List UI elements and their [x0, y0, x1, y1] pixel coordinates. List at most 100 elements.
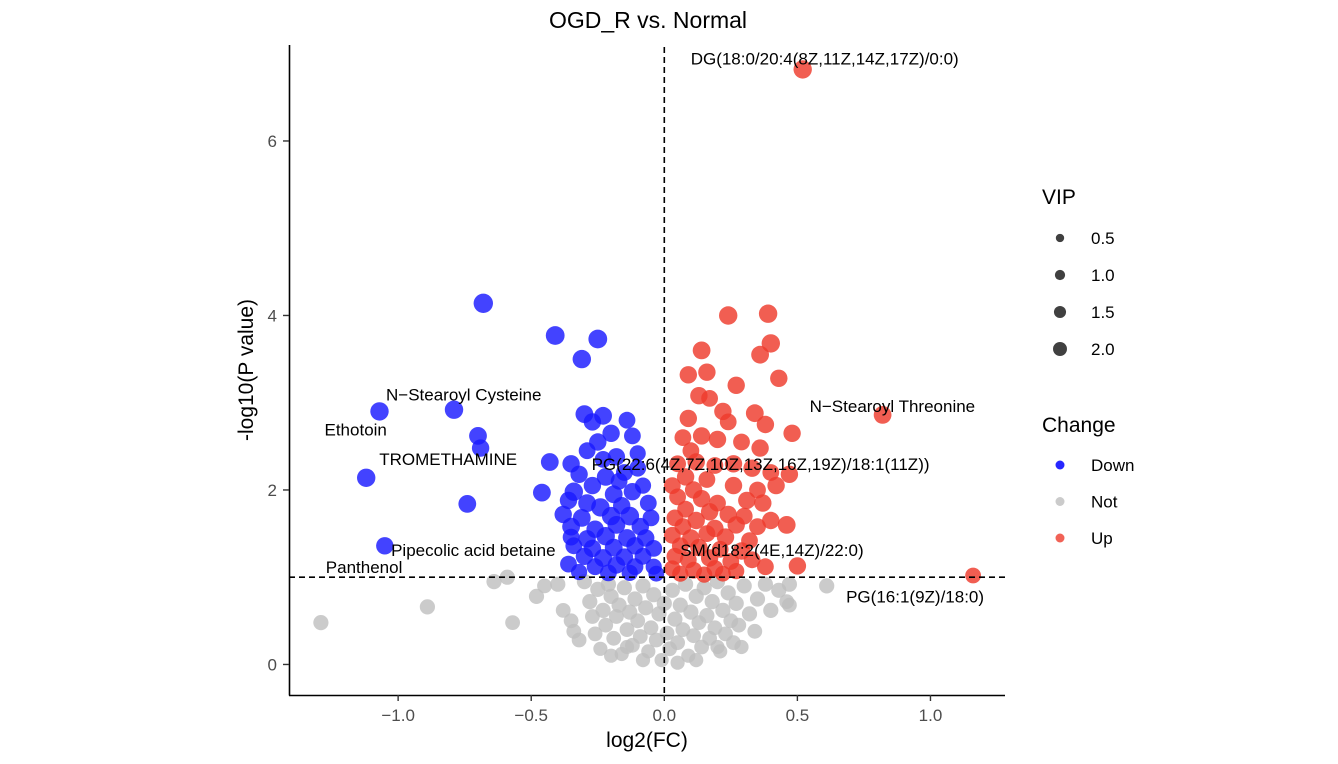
data-point-up [698, 363, 716, 381]
data-point-up [692, 490, 711, 508]
threshold-lines [289, 47, 1005, 695]
data-point-up [674, 429, 692, 446]
data-point-not [781, 576, 798, 592]
data-point-down [610, 472, 628, 490]
legend-vip-label: 1.0 [1091, 266, 1115, 285]
x-tick-label: 1.0 [919, 706, 943, 725]
data-point-up [749, 481, 766, 499]
data-point-not [670, 655, 685, 670]
data-point-not [582, 594, 598, 610]
data-point-up [777, 516, 796, 534]
data-point-down [586, 558, 604, 576]
point-label: Ethotoin [325, 420, 387, 439]
chart-title: OGD_R vs. Normal [549, 7, 747, 33]
data-point-down [572, 349, 591, 369]
data-point-not [635, 653, 651, 668]
data-point-not [313, 615, 329, 631]
data-point-up [745, 404, 764, 423]
point-label: SM(d18:2(4E,14Z)/22:0) [680, 541, 863, 560]
data-point-up [767, 476, 785, 495]
data-point-up [762, 511, 780, 530]
data-point-not [587, 626, 603, 642]
x-tick-label: −0.5 [514, 706, 548, 725]
data-point-down [634, 477, 652, 494]
data-point-not [419, 599, 435, 615]
point-label: Panthenol [326, 558, 403, 577]
data-point-up [676, 468, 695, 486]
legend-change-label: Up [1091, 529, 1113, 548]
data-point-up [706, 457, 724, 474]
data-point-not [728, 595, 744, 612]
data-point-down [639, 494, 657, 512]
legend-change-label: Not [1091, 493, 1118, 512]
data-point-up [687, 453, 705, 471]
point-label: N−Stearoyl Cysteine [386, 386, 541, 405]
data-point-not [632, 629, 648, 644]
data-point-up [728, 563, 745, 580]
y-tick-label: 0 [268, 655, 277, 674]
data-point-not [598, 617, 614, 633]
x-ticks: −1.0 −0.5 0.0 0.5 1.0 [381, 695, 942, 725]
data-point-up [719, 306, 738, 325]
data-point-up [793, 60, 812, 79]
x-tick-label: 0.0 [652, 706, 676, 725]
data-point-down [624, 427, 641, 445]
data-point-up [708, 430, 727, 449]
data-point-not [635, 578, 651, 594]
data-point-up [690, 538, 708, 557]
data-point-up [679, 366, 697, 384]
y-ticks: 0 2 4 6 [268, 132, 289, 674]
data-point-not [616, 580, 633, 596]
data-point-up [965, 567, 981, 584]
data-point-down [629, 445, 646, 462]
data-point-not [675, 622, 691, 637]
data-point-up [743, 459, 761, 477]
legend-vip-label: 0.5 [1091, 229, 1115, 248]
legend-vip-key [1054, 269, 1066, 281]
data-point-up [698, 525, 716, 542]
data-point-up [788, 557, 807, 575]
data-point-down [471, 439, 490, 457]
data-point-up [749, 518, 766, 535]
points-layer [313, 60, 981, 670]
data-point-up [754, 494, 772, 512]
data-point-not [643, 620, 659, 636]
data-point-up [727, 376, 745, 394]
data-point-down [618, 411, 636, 429]
data-point-not [731, 617, 747, 633]
data-point-not [664, 582, 680, 598]
data-point-up [751, 345, 769, 364]
data-point-down [570, 465, 588, 483]
data-point-down [357, 468, 376, 487]
point-label: N−Stearoyl Threonine [810, 397, 976, 416]
data-point-up [692, 341, 711, 360]
data-point-down [629, 459, 647, 477]
data-point-up [692, 427, 711, 445]
data-point-not [656, 595, 672, 612]
data-point-down [370, 402, 389, 421]
data-point-up [756, 415, 775, 434]
data-point-down [533, 483, 551, 502]
data-point-down [583, 476, 602, 495]
legend-vip-label: 1.5 [1091, 303, 1115, 322]
data-point-not [593, 641, 608, 656]
legend-change-key [1055, 460, 1065, 470]
data-point-not [715, 602, 731, 619]
data-point-not [619, 622, 635, 637]
data-point-up [701, 390, 718, 407]
data-point-not [736, 578, 752, 594]
data-point-up [696, 566, 713, 583]
x-tick-label: 0.5 [786, 706, 810, 725]
point-label: PG(22:6(4Z,7Z,10Z,13Z,16Z,19Z)/18:1(11Z)… [592, 455, 930, 474]
legend-change-key [1055, 497, 1065, 506]
data-point-up [666, 547, 684, 565]
data-point-down [571, 563, 588, 581]
x-tick-label: −1.0 [381, 706, 415, 725]
data-point-not [683, 604, 699, 620]
data-point-not [749, 591, 766, 607]
data-point-down [621, 564, 638, 582]
data-point-up [672, 565, 689, 582]
data-point-not [654, 653, 669, 668]
data-point-not [670, 635, 685, 651]
data-point-up [751, 439, 769, 457]
